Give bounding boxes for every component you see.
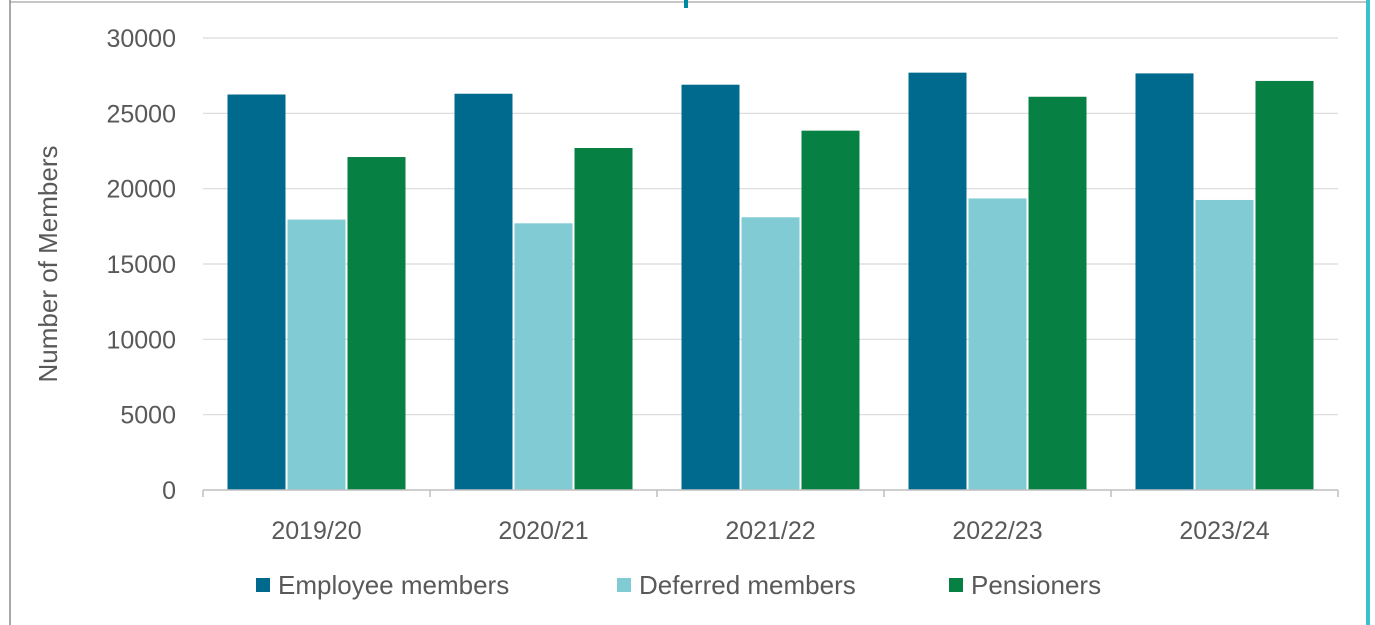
bar: [227, 94, 286, 490]
legend-label: Deferred members: [639, 570, 856, 600]
bar: [287, 219, 346, 490]
x-tick-label: 2021/22: [725, 517, 815, 545]
y-tick-label: 15000: [106, 251, 176, 279]
y-tick-label: 20000: [106, 176, 176, 204]
bar: [801, 130, 860, 490]
y-tick-label: 30000: [106, 25, 176, 53]
bar: [681, 84, 740, 490]
bar: [1135, 73, 1194, 490]
bar: [1028, 96, 1087, 490]
x-tick-label: 2020/21: [498, 517, 588, 545]
accent-edge: [1366, 0, 1370, 625]
legend-swatch: [256, 578, 270, 592]
bar: [908, 72, 967, 491]
bar: [1255, 80, 1314, 490]
bar: [347, 157, 406, 490]
y-tick-label: 5000: [120, 402, 176, 430]
y-tick-label: 0: [162, 477, 176, 505]
x-tick-label: 2023/24: [1179, 517, 1269, 545]
bars: [227, 72, 1314, 491]
x-tick-label: 2019/20: [271, 517, 361, 545]
bar: [514, 223, 573, 490]
x-tick-labels: 2019/20 2020/21 2021/22 2022/23 2023/24: [271, 517, 1269, 545]
legend: Employee members Deferred members Pensione…: [256, 570, 1101, 600]
x-tick-label: 2022/23: [952, 517, 1042, 545]
x-axis: [202, 489, 1339, 497]
legend-swatch: [617, 578, 631, 592]
bar: [1195, 199, 1254, 490]
bar: [968, 198, 1027, 490]
legend-swatch: [949, 578, 963, 592]
top-tab-marker: [684, 0, 688, 8]
y-tick-label: 10000: [106, 326, 176, 354]
bar: [741, 217, 800, 490]
bar: [454, 93, 513, 490]
legend-label: Employee members: [278, 570, 509, 600]
y-tick-labels: 0 5000 10000 15000 20000 25000 30000: [106, 25, 176, 505]
y-tick-label: 25000: [106, 100, 176, 128]
bar: [574, 147, 633, 490]
legend-label: Pensioners: [971, 570, 1101, 600]
y-axis-label: Number of Members: [33, 146, 63, 383]
